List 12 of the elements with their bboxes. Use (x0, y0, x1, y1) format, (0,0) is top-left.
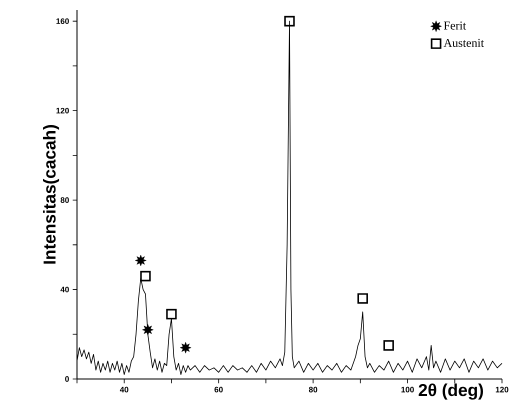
legend-label: Ferit (444, 22, 466, 30)
point (140, 270, 151, 282)
x-axis-title: 2θ (deg) (418, 384, 484, 400)
legend-label: Austenit (444, 38, 484, 47)
point (383, 340, 394, 351)
point (180, 342, 192, 354)
point (284, 16, 295, 26)
point (135, 254, 146, 266)
y-axis-title: Intensitas(cacah) (42, 125, 60, 264)
point (357, 293, 368, 304)
point (166, 308, 177, 320)
point (142, 324, 154, 336)
